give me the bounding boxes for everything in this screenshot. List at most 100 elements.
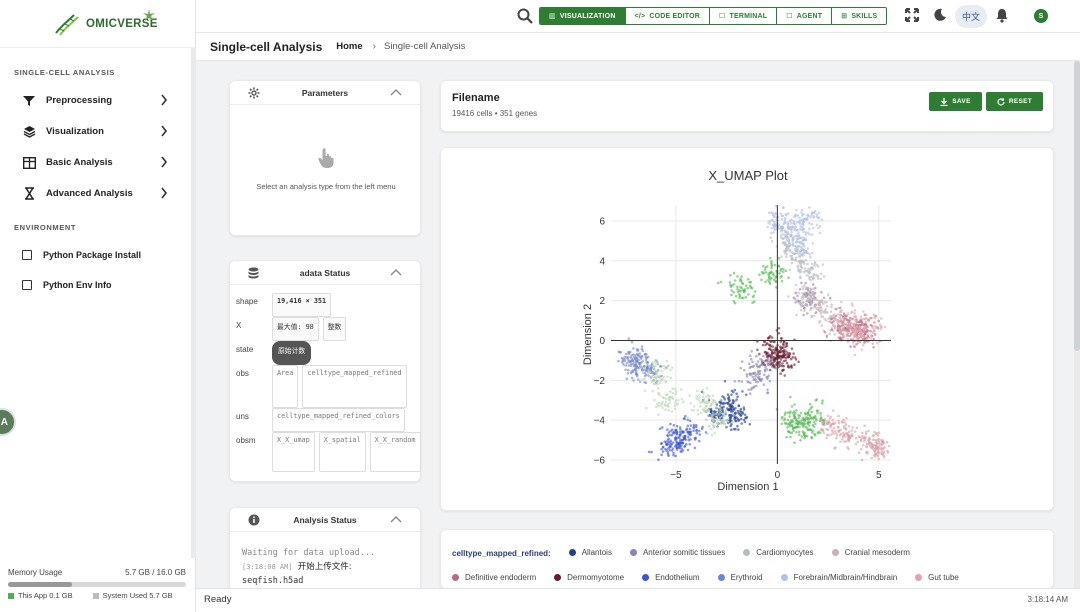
data-point — [674, 392, 677, 396]
data-point — [810, 314, 814, 318]
data-point — [682, 417, 686, 420]
data-point — [854, 335, 857, 338]
uns-tag[interactable]: celltype_mapped_refined_colors — [272, 408, 405, 432]
data-point — [795, 299, 799, 303]
data-point — [802, 288, 805, 291]
data-point — [651, 389, 655, 393]
chevron-up-icon[interactable] — [390, 515, 402, 523]
legend-item[interactable]: Endothelium — [642, 566, 700, 588]
data-point — [860, 348, 864, 351]
data-point — [730, 289, 733, 292]
legend-swatch — [743, 549, 751, 556]
legend-item[interactable]: Allantois — [568, 541, 612, 564]
data-point — [758, 352, 761, 356]
search-icon[interactable] — [517, 8, 533, 24]
obsm-tag[interactable]: X_spatial — [318, 432, 366, 472]
legend-item[interactable]: Erythroid — [717, 566, 763, 588]
data-point — [817, 226, 820, 230]
data-point — [686, 424, 690, 428]
breadcrumb-home[interactable]: Home — [336, 41, 363, 52]
tab-code-editor[interactable]: </> CODE EDITOR — [624, 8, 709, 24]
data-point — [887, 444, 891, 448]
legend-item[interactable]: Forebrain/Midbrain/Hindbrain — [780, 566, 897, 588]
data-point — [852, 344, 856, 347]
obs-tag[interactable]: celltype_mapped_refined — [302, 365, 407, 408]
sidebar-item-advanced-analysis[interactable]: Advanced Analysis — [0, 178, 195, 209]
data-point — [742, 368, 746, 372]
notifications-bell-icon[interactable] — [995, 8, 1009, 23]
obsm-tag[interactable]: X_X_random — [369, 432, 421, 472]
chevron-up-icon[interactable] — [390, 88, 402, 96]
data-point — [730, 393, 733, 397]
data-point — [670, 433, 674, 437]
data-point — [805, 434, 809, 438]
sidebar-scrollbar[interactable] — [191, 48, 196, 558]
legend-item[interactable]: Dermomyotome — [554, 566, 624, 588]
shape-label: shape — [236, 297, 258, 306]
legend-item[interactable]: Gut tube — [915, 566, 959, 588]
main-scrollbar-thumb[interactable] — [1074, 61, 1080, 351]
data-point — [748, 392, 752, 395]
data-point — [645, 406, 648, 410]
legend-label: Erythroid — [730, 573, 763, 582]
data-point — [783, 374, 786, 377]
logo[interactable]: OMICVERSE — [0, 0, 195, 48]
umap-scatter-plot[interactable]: −5 0 5 −6 −4 −2 0 2 4 6 X_UMAP Plot Dimension 1 Dime… — [441, 148, 1055, 512]
tab-visualization[interactable]: ▥ VISUALIZATION — [540, 8, 625, 24]
data-point — [694, 436, 698, 440]
data-point — [869, 337, 873, 340]
data-point — [855, 318, 858, 322]
dark-mode-icon[interactable] — [933, 8, 947, 22]
tab-agent[interactable]: ☐ AGENT — [776, 8, 831, 24]
sidebar-item-visualization[interactable]: Visualization — [0, 116, 195, 147]
data-point — [812, 314, 816, 318]
sidebar-item-basic-analysis[interactable]: Basic Analysis — [0, 147, 195, 178]
download-icon — [940, 97, 948, 106]
sidebar-item-python-package-install[interactable]: Python Package Install — [0, 240, 195, 270]
data-point — [810, 306, 813, 310]
data-point — [856, 335, 859, 338]
sidebar-item-preprocessing[interactable]: Preprocessing — [0, 85, 195, 116]
legend-item[interactable]: Cardiomyocytes — [743, 541, 814, 564]
chevron-up-icon[interactable] — [390, 268, 402, 276]
save-button[interactable]: SAVE — [929, 92, 982, 111]
data-point — [812, 420, 816, 424]
data-point — [739, 366, 743, 370]
legend-item[interactable]: Cranial mesoderm — [831, 541, 910, 564]
data-point — [831, 430, 834, 434]
main-scrollbar[interactable] — [1074, 61, 1080, 588]
user-avatar[interactable]: S — [1034, 9, 1048, 23]
sidebar-item-python-env-info[interactable]: Python Env Info — [0, 270, 195, 300]
data-point — [799, 308, 803, 312]
data-point — [763, 373, 766, 377]
data-point — [753, 378, 756, 381]
data-point — [733, 380, 737, 383]
data-point — [781, 237, 785, 240]
data-point — [833, 327, 837, 330]
data-point — [811, 277, 815, 281]
data-point — [867, 443, 871, 446]
fullscreen-icon[interactable] — [905, 8, 919, 22]
legend-swatch — [568, 549, 576, 556]
data-point — [749, 284, 752, 288]
data-point — [678, 430, 682, 434]
data-point — [834, 324, 837, 328]
tab-skills[interactable]: ⊞ SKILLS — [831, 8, 886, 24]
legend-item[interactable]: Anterior somitic tissues — [629, 541, 725, 564]
tab-terminal[interactable]: ☐ TERMINAL — [709, 8, 776, 24]
reset-button[interactable]: RESET — [986, 92, 1043, 111]
legend-item[interactable]: Definitive endoderm — [452, 566, 536, 588]
data-point — [798, 299, 802, 303]
language-toggle[interactable]: 中文 — [955, 5, 987, 28]
data-point — [853, 315, 856, 319]
data-point — [799, 303, 803, 306]
data-point — [841, 437, 844, 441]
data-point — [635, 360, 639, 363]
data-point — [773, 215, 776, 218]
data-point — [866, 317, 870, 321]
data-point — [812, 287, 815, 290]
obs-tag[interactable]: Area — [272, 365, 299, 408]
data-point — [790, 405, 794, 408]
obsm-tag[interactable]: X_X_umap — [272, 432, 315, 472]
data-point — [661, 426, 664, 429]
